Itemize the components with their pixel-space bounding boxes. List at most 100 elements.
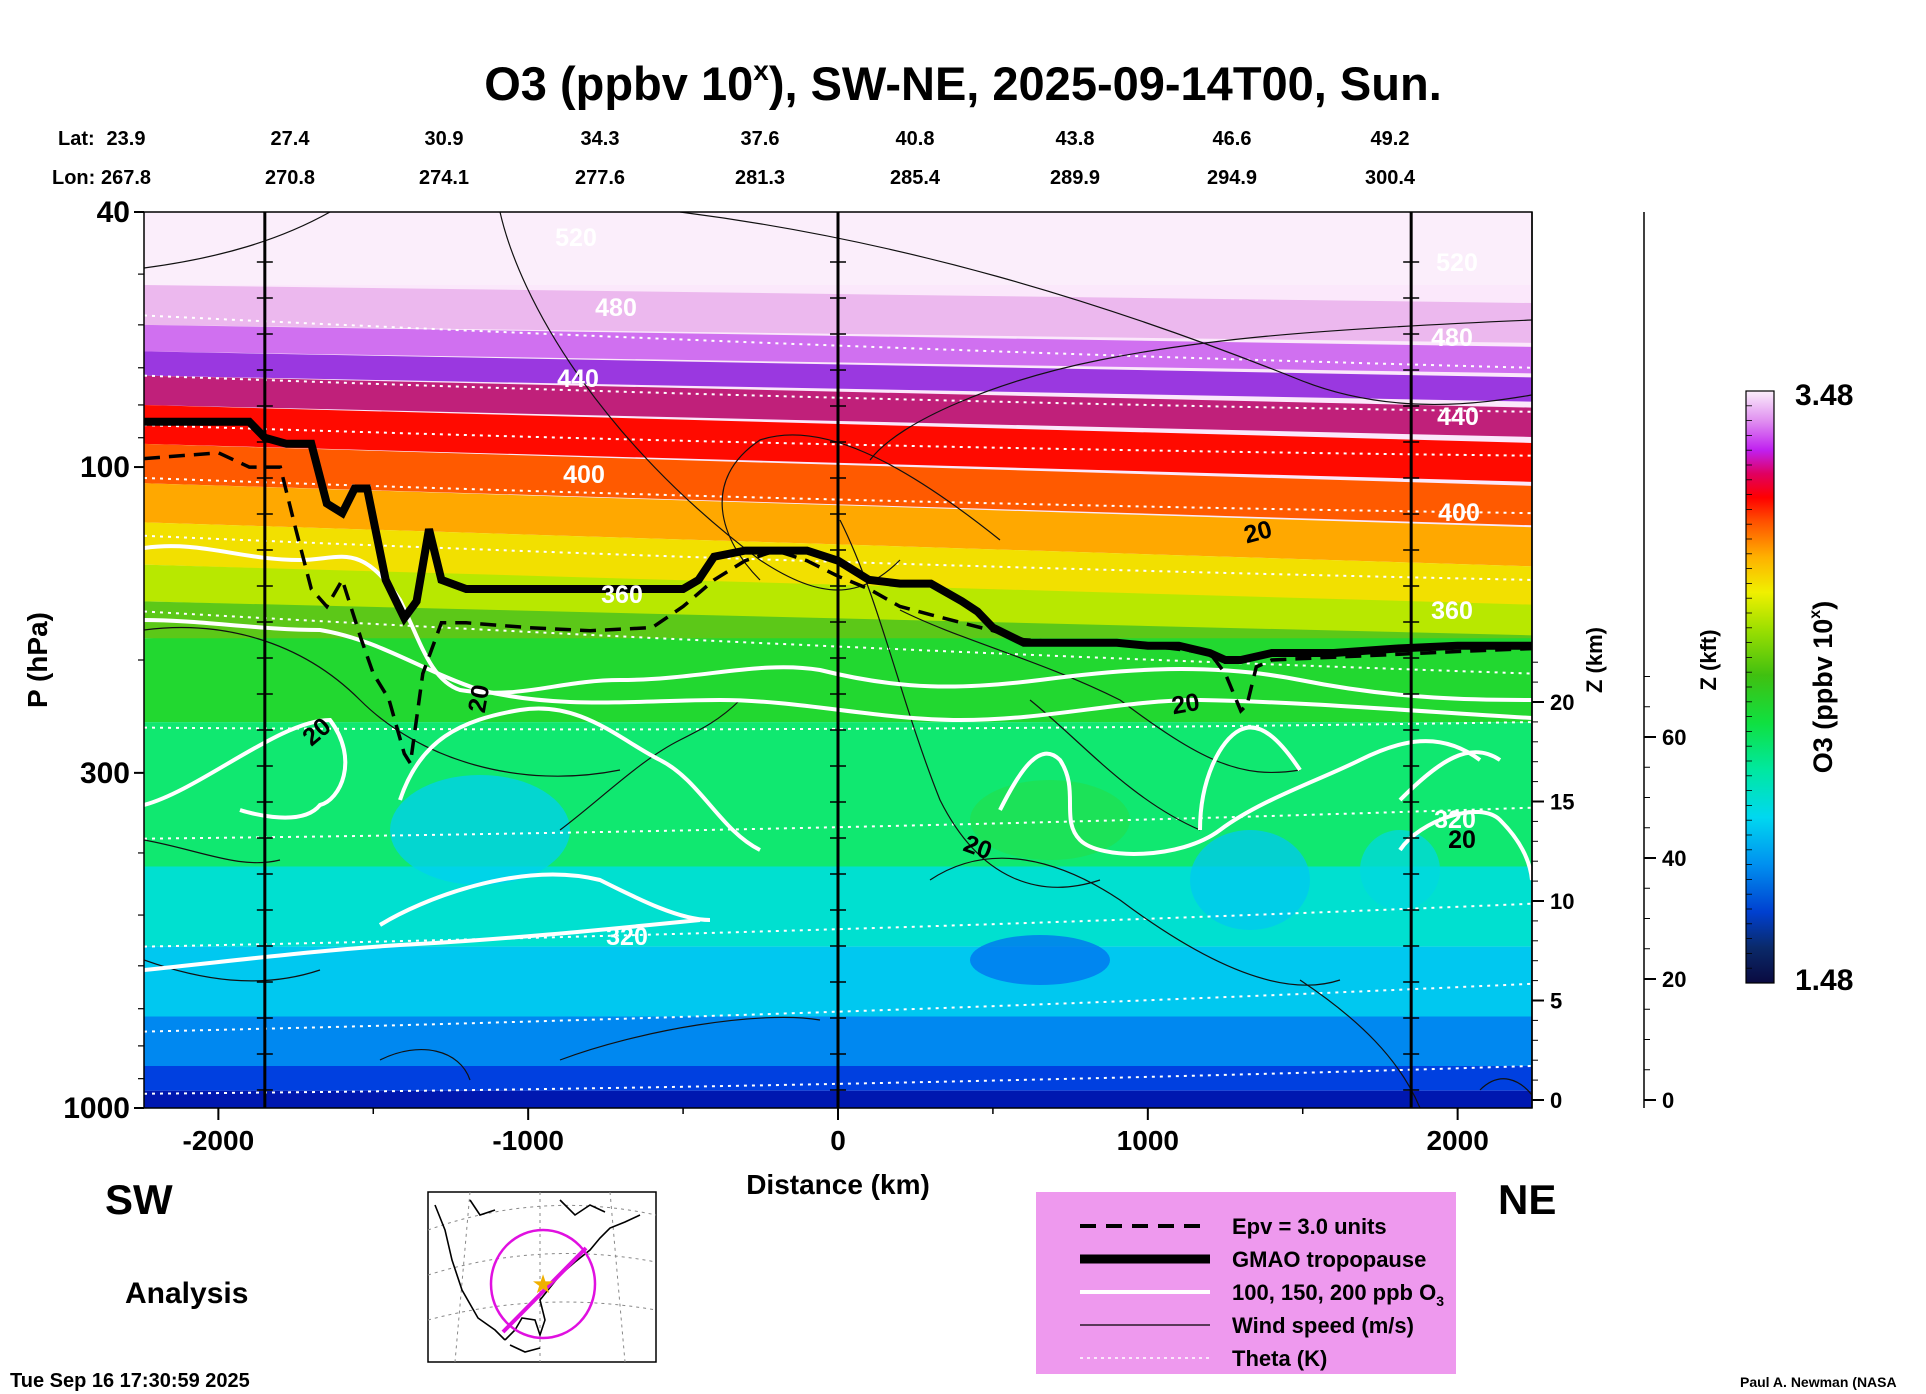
wind-speed-contours	[144, 212, 1532, 1108]
wind-speed-contour-line	[929, 857, 1341, 986]
colorbar-ticks	[1746, 390, 1752, 984]
lat-value: 27.4	[271, 128, 311, 150]
wind-speed-contour-line	[869, 319, 1532, 461]
y-axis-label: P (hPa)	[22, 612, 53, 708]
theta-contour-label: 520	[555, 224, 597, 252]
x-tick-label: -1000	[492, 1125, 564, 1156]
x-axis: -2000 -1000 0 1000 2000	[183, 1108, 1489, 1156]
credit: Paul A. Newman (NASA	[1740, 1374, 1897, 1390]
lat-value: 23.9	[107, 128, 146, 150]
lon-value: 300.4	[1365, 167, 1416, 189]
epv-3-line	[144, 451, 1532, 769]
ozone-ppb-contour-line	[1198, 725, 1302, 831]
wind-speed-contour-line	[379, 1049, 471, 1081]
colorbar-title: O3 (ppbv 10x)	[1807, 601, 1838, 773]
wind-speed-contour-line	[679, 212, 1532, 405]
wind-speed-contour-line	[144, 212, 331, 269]
y-tick-label: 40	[97, 196, 130, 229]
lat-value: 37.6	[741, 128, 780, 150]
ozone-anomaly-patch	[970, 935, 1110, 985]
inset-map-center-star-icon: ★	[531, 1269, 554, 1299]
chart-title-rest: ), SW-NE, 2025-09-14T00, Sun.	[769, 57, 1442, 110]
wind-speed-contour-line	[144, 839, 281, 864]
sw-label: SW	[105, 1176, 173, 1223]
theta-contour-label: 320	[606, 923, 648, 951]
legend-background	[1036, 1192, 1456, 1374]
inset-map-range-ring	[489, 1228, 597, 1340]
legend: Epv = 3.0 units GMAO tropopause 100, 150, …	[1036, 1192, 1456, 1374]
lon-value: 294.9	[1207, 167, 1257, 189]
y-axis-z-kft: 0 20 40 60	[1643, 212, 1686, 1113]
lat-value: 30.9	[425, 128, 464, 150]
theta-contour-label: 480	[1431, 324, 1473, 352]
z-kft-axis-label: Z (kft)	[1696, 629, 1721, 690]
lon-value: 289.9	[1050, 167, 1100, 189]
legend-item-label: Epv = 3.0 units	[1232, 1214, 1387, 1239]
lat-value: 49.2	[1371, 128, 1410, 150]
ozone-anomaly-patch	[390, 775, 570, 885]
theta-contour-label: 400	[563, 461, 605, 489]
wind-speed-contour-line	[1479, 1078, 1532, 1096]
z-km-tick-label: 20	[1550, 690, 1574, 715]
wind-speed-contour-line	[559, 699, 741, 831]
theta-contour-label: 520	[1436, 249, 1478, 277]
theta-contour-label: 360	[601, 581, 643, 609]
ozone-anomaly-patch	[1190, 830, 1310, 930]
vertical-reference-lines	[256, 212, 1420, 1108]
y-axis-z-km: 0 5 10 15 20	[1531, 212, 1574, 1113]
lon-value: 270.8	[265, 167, 315, 189]
z-km-tick-label: 10	[1550, 889, 1574, 914]
gmao-tropopause-line	[144, 417, 1532, 664]
theta-contour-label: 400	[1438, 499, 1480, 527]
wind-speed-contour-line	[144, 627, 621, 777]
z-km-tick-label: 5	[1550, 989, 1562, 1014]
z-kft-tick-label: 0	[1662, 1088, 1674, 1113]
inset-map-transect-line	[501, 1246, 588, 1334]
ne-label: NE	[1498, 1176, 1556, 1223]
lat-header-label: Lat:	[58, 128, 95, 150]
y-tick-label: 1000	[63, 1092, 130, 1125]
legend-item-label: 100, 150, 200 ppb O3	[1232, 1280, 1444, 1309]
ozone-ppb-contour-line	[144, 618, 1532, 723]
legend-item-label: Wind speed (m/s)	[1232, 1313, 1414, 1338]
theta-contour-label: 320	[1434, 806, 1476, 834]
lon-value: 281.3	[735, 167, 785, 189]
z-kft-tick-label: 20	[1662, 967, 1686, 992]
y-tick-label: 100	[80, 451, 130, 484]
lat-value: 34.3	[581, 128, 620, 150]
lon-value: 274.1	[419, 167, 469, 189]
ozone-anomaly-patch	[1360, 830, 1440, 910]
plot-area: 5204804404003603205204804404003603202020…	[144, 212, 1532, 1108]
wind-speed-contour-line	[499, 212, 901, 591]
theta-contour-label: 360	[1431, 597, 1473, 625]
lon-value: 285.4	[890, 167, 941, 189]
theta-contour-label: 440	[557, 365, 599, 393]
lon-header-label: Lon:	[52, 167, 95, 189]
lat-lon-values: 23.9 27.4 30.9 34.3 37.6 40.8 43.8 46.6 49.2 267.…	[101, 128, 1416, 189]
ozone-ppb-contours	[144, 544, 1532, 972]
lon-value: 277.6	[575, 167, 625, 189]
inset-map: ★	[427, 1191, 657, 1363]
wind-speed-contour-line	[839, 519, 1101, 888]
colorbar-min-label: 1.48	[1795, 964, 1853, 997]
x-tick-label: -2000	[183, 1125, 255, 1156]
ozone-ppb-contour-line	[1398, 750, 1502, 802]
ozone-ppb-contour-line	[998, 739, 1482, 856]
ozone-ppb-contour-line	[144, 918, 701, 972]
wind-speed-contour-line	[899, 609, 1301, 773]
chart-title-main: O3 (ppbv 10	[484, 57, 753, 110]
timestamp: Tue Sep 16 17:30:59 2025	[10, 1370, 250, 1392]
theta-contour-label: 440	[1437, 403, 1479, 431]
y-axis-pressure: 1000 300 100 40	[63, 196, 144, 1125]
lat-value: 46.6	[1213, 128, 1252, 150]
analysis-label: Analysis	[125, 1277, 248, 1310]
y-tick-label: 300	[80, 757, 130, 790]
ozone-ppb-contour-line	[378, 872, 711, 927]
z-kft-tick-label: 40	[1662, 846, 1686, 871]
ozone-ppb-contour-line	[144, 706, 761, 852]
chart-title-sup: x	[753, 55, 769, 86]
contour-labels: 5204804404003603205204804404003603202020…	[297, 224, 1480, 951]
x-tick-label: 1000	[1117, 1125, 1179, 1156]
x-tick-label: 0	[830, 1125, 846, 1156]
